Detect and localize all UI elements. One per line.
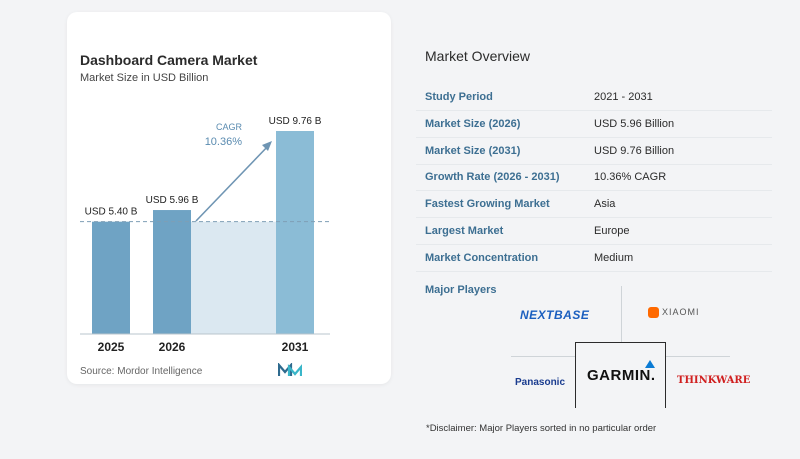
chart-title: Dashboard Camera Market <box>80 52 258 68</box>
overview-row: Growth Rate (2026 - 2031) 10.36% CAGR <box>416 165 772 192</box>
garmin-logo: GARMIN. <box>587 367 656 384</box>
disclaimer: *Disclaimer: Major Players sorted in no … <box>426 423 657 434</box>
garmin-triangle-icon <box>645 360 655 368</box>
overview-row-value: USD 9.76 Billion <box>594 144 675 157</box>
data-label: USD 5.40 B <box>85 207 138 218</box>
x-tick-label: 2031 <box>282 340 309 354</box>
bar <box>276 131 314 334</box>
mordor-intelligence-logo <box>278 363 302 376</box>
logo-divider <box>511 356 575 357</box>
overview-row: Fastest Growing Market Asia <box>416 192 772 219</box>
data-label: USD 9.76 B <box>269 116 322 127</box>
overview-row-value: Asia <box>594 198 616 211</box>
overview-row-value: Europe <box>594 225 630 237</box>
overview-row-label: Market Size (2031) <box>425 144 521 157</box>
overview-title: Market Overview <box>425 48 531 64</box>
overview-row-label: Market Size (2026) <box>425 117 521 130</box>
growth-shade <box>191 221 276 334</box>
overview-row-label: Fastest Growing Market <box>425 198 550 211</box>
cagr-arrowhead <box>262 141 272 151</box>
garmin-logo-box <box>575 342 666 408</box>
overview-row-label: Largest Market <box>425 225 504 237</box>
source-text: Source: Mordor Intelligence <box>80 366 203 377</box>
overview-row-value: 10.36% CAGR <box>594 171 667 184</box>
xiaomi-logo: XIAOMI <box>648 307 700 319</box>
overview-row-value: Medium <box>594 251 634 264</box>
overview-row: Largest Market Europe <box>416 219 772 245</box>
cagr-arrow <box>195 143 271 222</box>
bar-chart: USD 5.40 B USD 5.96 B USD 9.76 B 2025 2026 20… <box>80 116 330 354</box>
overview-row: Market Size (2026) USD 5.96 Billion <box>416 112 772 138</box>
bar <box>92 221 130 334</box>
x-tick-label: 2026 <box>159 340 186 354</box>
cagr-value: 10.36% <box>205 136 243 148</box>
thinkware-logo: THINKWARE <box>677 375 751 386</box>
overview-row: Market Concentration Medium <box>416 246 772 272</box>
bar <box>153 210 191 334</box>
overview-row-label: Market Concentration <box>425 251 539 264</box>
nextbase-logo: NEXTBASE <box>520 308 590 322</box>
chart-subtitle: Market Size in USD Billion <box>80 72 209 84</box>
overview-row-label: Study Period <box>425 91 493 103</box>
panasonic-logo: Panasonic <box>515 377 566 388</box>
overview-row-label: Growth Rate (2026 - 2031) <box>425 171 560 184</box>
overview-row: Market Size (2031) USD 9.76 Billion <box>416 139 772 165</box>
data-label: USD 5.96 B <box>146 195 199 206</box>
cagr-label: CAGR <box>216 122 243 132</box>
logo-divider <box>666 356 730 357</box>
logo-divider <box>621 286 622 342</box>
players-title: Major Players <box>425 284 497 296</box>
overview-row: Study Period 2021 - 2031 <box>416 85 772 111</box>
x-tick-label: 2025 <box>98 340 125 354</box>
overview-row-value: 2021 - 2031 <box>594 91 653 103</box>
overview-row-value: USD 5.96 Billion <box>594 117 675 130</box>
